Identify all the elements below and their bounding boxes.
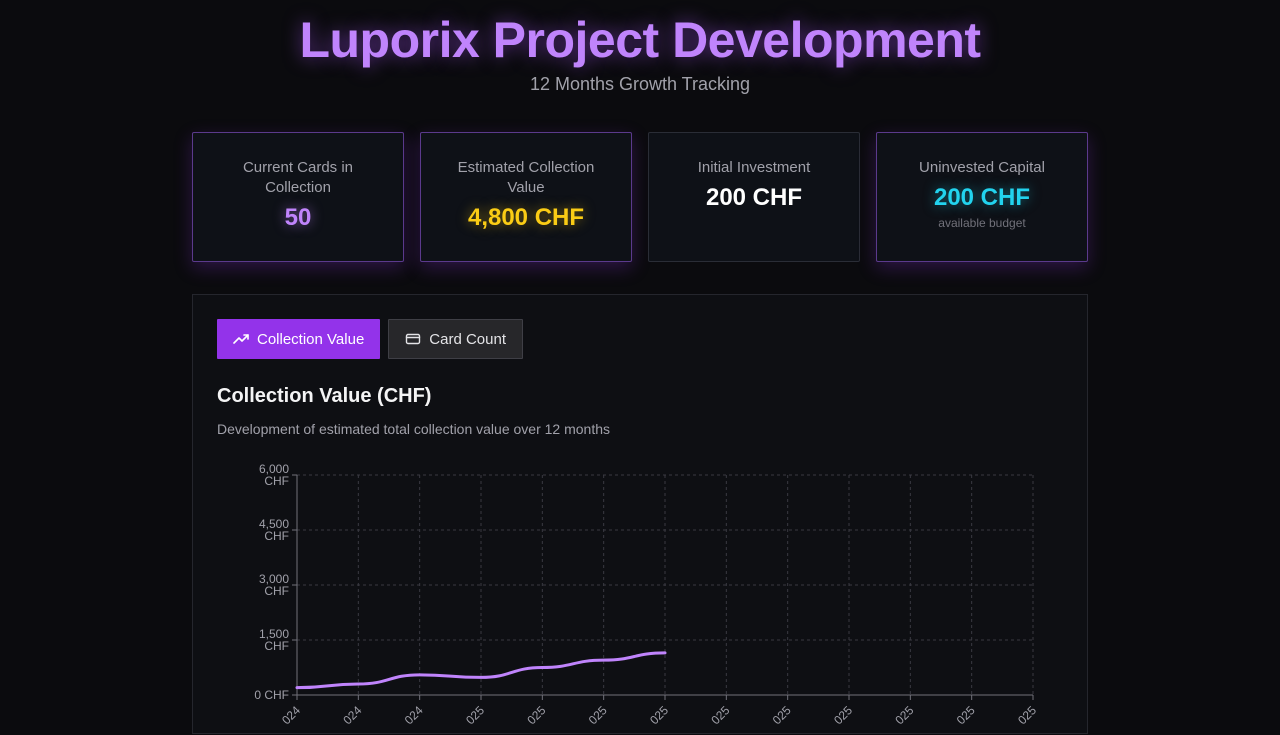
stat-card-uninvested-capital: Uninvested Capital 200 CHF available bud… — [876, 132, 1088, 262]
x-tick-label: 025 — [708, 703, 732, 727]
x-tick-label: 025 — [954, 703, 978, 727]
page-title: Luporix Project Development — [0, 12, 1280, 68]
page-subtitle: 12 Months Growth Tracking — [0, 74, 1280, 95]
x-tick-label: 025 — [524, 703, 548, 727]
x-tick-label: 025 — [647, 703, 671, 727]
y-tick-label: 0 CHF — [254, 688, 289, 702]
stat-card-current-cards: Current Cards in Collection 50 — [192, 132, 404, 262]
x-tick-label: 025 — [463, 703, 487, 727]
stat-value: 200 CHF — [877, 184, 1087, 212]
stat-value: 50 — [193, 204, 403, 232]
x-tick-label: 024 — [402, 703, 426, 727]
stat-label: Estimated Collection Value — [421, 158, 631, 198]
stat-value: 4,800 CHF — [421, 204, 631, 232]
x-tick-label: 025 — [831, 703, 855, 727]
stats-cards: Current Cards in Collection 50 Estimated… — [192, 132, 1088, 262]
stat-sub: available budget — [877, 216, 1087, 230]
chart-panel: Collection Value Card Count Collection V… — [192, 294, 1088, 734]
x-tick-label: 025 — [770, 703, 794, 727]
stat-label: Uninvested Capital — [877, 158, 1087, 178]
stat-card-initial-investment: Initial Investment 200 CHF — [648, 132, 860, 262]
stat-label: Current Cards in Collection — [193, 158, 403, 198]
x-tick-label: 025 — [1015, 703, 1039, 727]
stat-label: Initial Investment — [649, 158, 859, 178]
stat-value: 200 CHF — [649, 184, 859, 212]
header: Luporix Project Development 12 Months Gr… — [0, 0, 1280, 95]
x-tick-label: 024 — [279, 703, 303, 727]
x-tick-label: 024 — [340, 703, 364, 727]
series-line — [297, 653, 665, 688]
stat-card-collection-value: Estimated Collection Value 4,800 CHF — [420, 132, 632, 262]
x-tick-label: 025 — [586, 703, 610, 727]
x-tick-label: 025 — [892, 703, 916, 727]
